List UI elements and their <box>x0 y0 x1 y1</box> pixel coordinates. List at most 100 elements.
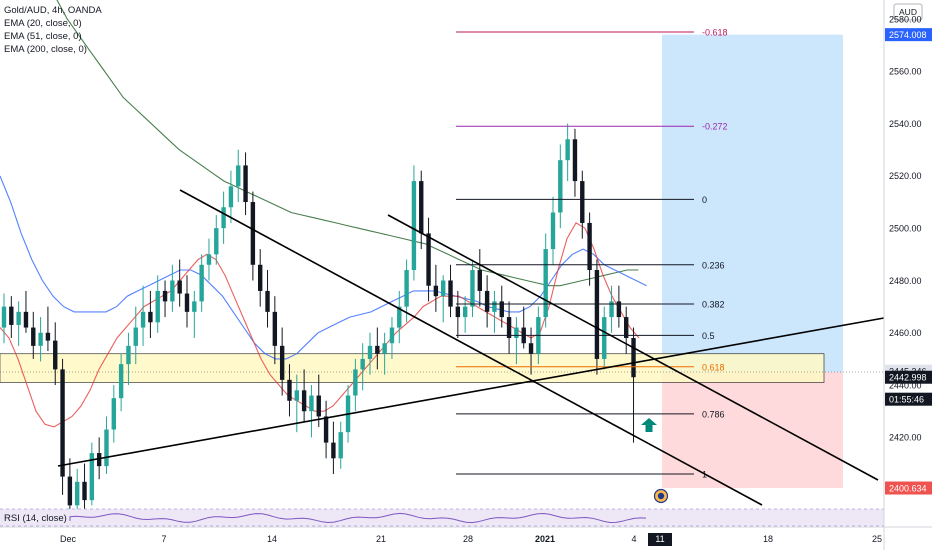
candle-body <box>148 311 153 323</box>
candle <box>16 301 21 346</box>
ema200-line <box>56 0 639 287</box>
candle-body <box>177 280 182 294</box>
candle-body <box>31 327 36 346</box>
current-date-marker <box>648 533 672 546</box>
fib-label: 0.618 <box>702 362 725 372</box>
candle-body <box>272 311 278 346</box>
candle-body <box>558 160 563 213</box>
candle <box>477 249 482 307</box>
candle-body <box>514 327 519 339</box>
candle <box>309 385 314 438</box>
candle-body <box>470 270 475 307</box>
candle-body <box>506 317 512 339</box>
candle-body <box>38 332 43 346</box>
price-tick-label: 2580.00 <box>889 14 922 24</box>
candle <box>265 270 270 328</box>
candle-body <box>594 270 600 359</box>
price-tag-label: 2574.008 <box>889 30 927 40</box>
candle <box>206 238 212 281</box>
candle <box>462 296 468 333</box>
price-tick-label: 2540.00 <box>889 119 922 129</box>
candle-body <box>353 369 358 396</box>
candle-body <box>279 345 285 380</box>
candle-body <box>572 139 578 182</box>
candle <box>250 191 256 281</box>
fib-label: 0.236 <box>702 260 725 270</box>
candle-body <box>492 301 497 312</box>
price-tick-label: 2500.00 <box>889 223 922 233</box>
candle-body <box>580 181 585 223</box>
candle-body <box>126 345 131 365</box>
rsi-legend[interactable]: RSI (14, close) <box>4 513 67 524</box>
price-tag-label: 2442.998 <box>889 373 927 383</box>
candle <box>45 306 51 352</box>
descending-trendline-upper[interactable] <box>179 189 763 506</box>
candle-body <box>243 165 248 203</box>
fib-label: -0.618 <box>702 28 728 38</box>
candle <box>89 442 95 506</box>
candle <box>38 317 43 362</box>
candle-body <box>499 301 504 318</box>
candle-body <box>265 290 270 312</box>
candle <box>448 264 453 318</box>
price-tick-label: 2420.00 <box>889 433 922 443</box>
legend-ema200[interactable]: EMA (200, close, 0) <box>4 44 87 55</box>
candle-body <box>258 264 263 291</box>
candle-body <box>9 306 14 325</box>
candle-body <box>301 390 307 412</box>
candle <box>192 290 197 339</box>
candle <box>199 254 204 312</box>
candle-body <box>455 306 461 318</box>
ascending-trendline[interactable] <box>57 317 885 467</box>
legend-ema51[interactable]: EMA (51, close, 0) <box>4 31 82 42</box>
candle <box>221 191 226 244</box>
buy-arrow-icon <box>641 418 657 432</box>
candle-body <box>111 398 116 430</box>
candle-body <box>104 429 109 467</box>
current-date-label: 11 <box>655 534 664 544</box>
stop-zone[interactable] <box>662 372 843 489</box>
descending-trendline-lower[interactable] <box>387 214 879 481</box>
candle-body <box>404 270 409 307</box>
currency-label: AUD <box>899 7 917 17</box>
annotation-layer <box>641 418 669 504</box>
support-zone[interactable] <box>0 353 825 383</box>
symbol-title[interactable]: Gold/AUD, 4h, OANDA <box>4 5 102 16</box>
candle-body <box>382 343 387 354</box>
candle <box>419 170 424 250</box>
target-zone[interactable] <box>662 34 843 373</box>
candle <box>155 275 160 333</box>
candle <box>631 327 636 443</box>
candle <box>389 317 395 359</box>
candle <box>272 296 278 365</box>
candle <box>609 285 614 333</box>
candle-body <box>184 293 190 312</box>
candle-body <box>162 290 168 302</box>
currency-badge[interactable] <box>893 3 923 21</box>
candle <box>111 385 116 443</box>
candle-body <box>75 481 80 506</box>
candle <box>177 259 182 307</box>
candle-body <box>419 181 424 234</box>
time-tick-label: 25 <box>872 534 882 544</box>
price-tag-label: 2400.634 <box>889 483 927 493</box>
candle-body <box>199 264 204 302</box>
time-axis[interactable]: Dec71421282021411182511 <box>0 526 932 546</box>
candle-body <box>360 358 365 370</box>
candle-body <box>389 327 395 344</box>
candle <box>441 275 446 323</box>
zones-layer <box>0 34 884 489</box>
fib-label: 0.382 <box>702 300 725 310</box>
candle-body <box>426 233 431 286</box>
candle <box>1 293 7 344</box>
price-tag <box>885 481 932 495</box>
trendlines-layer <box>57 189 885 506</box>
candle <box>258 249 263 307</box>
candle <box>426 217 431 302</box>
candle <box>228 170 234 223</box>
legend-ema20[interactable]: EMA (20, close, 0) <box>4 18 82 29</box>
candle <box>23 290 29 333</box>
